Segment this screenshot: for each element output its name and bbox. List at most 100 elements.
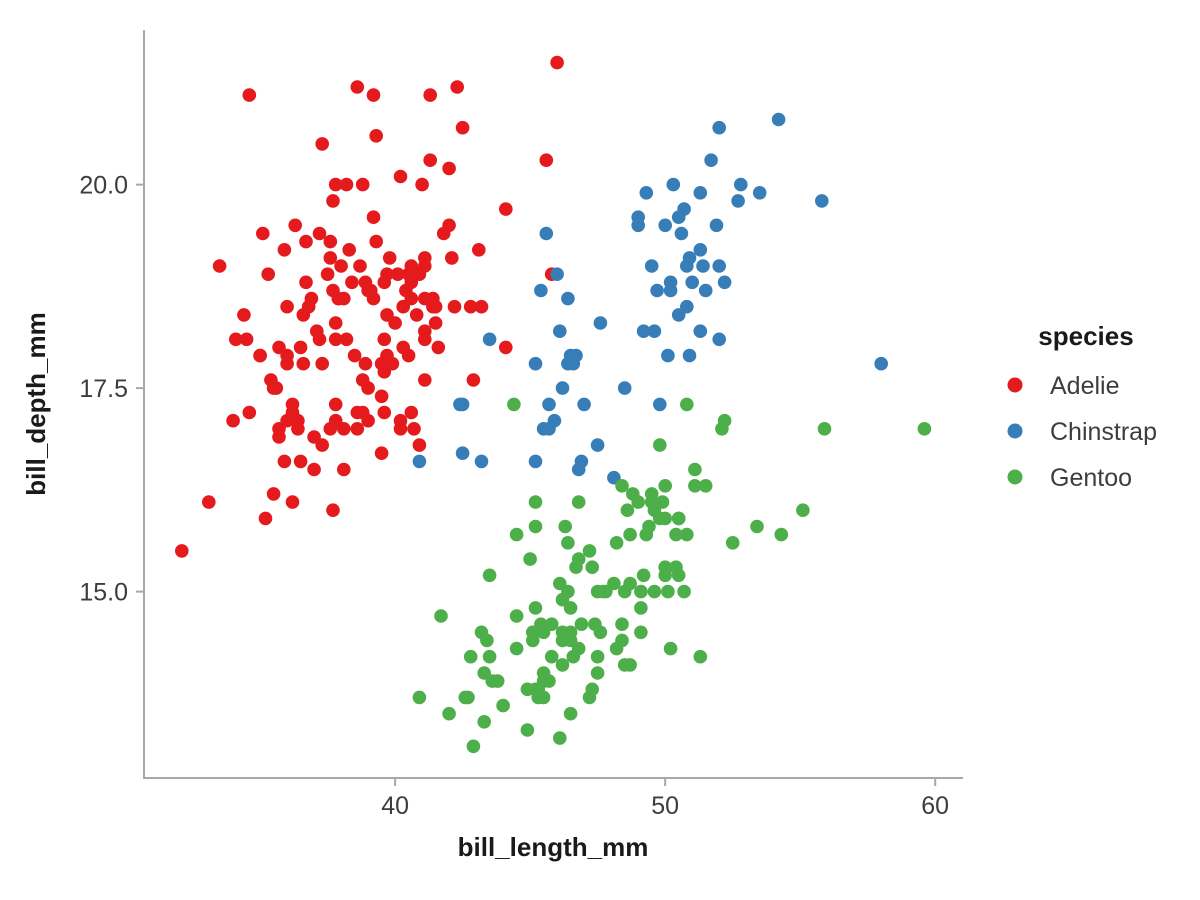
data-point-chinstrap xyxy=(639,186,654,200)
data-point-chinstrap xyxy=(693,186,708,200)
data-point-gentoo xyxy=(477,666,492,680)
data-point-adelie xyxy=(382,251,397,265)
data-point-adelie xyxy=(323,234,338,249)
legend-item-chinstrap: Chinstrap xyxy=(1007,418,1157,446)
data-point-adelie xyxy=(239,332,254,347)
x-tick-label: 60 xyxy=(921,792,949,820)
data-point-adelie xyxy=(229,332,243,347)
data-point-gentoo xyxy=(555,633,570,648)
data-point-chinstrap xyxy=(771,112,786,127)
data-point-gentoo xyxy=(582,544,597,558)
data-point-chinstrap xyxy=(666,177,681,192)
data-point-adelie xyxy=(277,243,292,257)
data-point-adelie xyxy=(447,299,462,314)
data-point-adelie xyxy=(391,267,405,282)
data-point-adelie xyxy=(212,259,227,273)
data-point-chinstrap xyxy=(577,397,591,412)
data-point-chinstrap xyxy=(874,356,888,371)
data-point-adelie xyxy=(310,324,324,339)
data-point-chinstrap xyxy=(553,324,567,339)
data-point-adelie xyxy=(388,316,402,330)
data-point-adelie xyxy=(296,356,311,371)
data-point-adelie xyxy=(337,462,351,477)
data-point-gentoo xyxy=(555,658,570,672)
data-point-gentoo xyxy=(553,731,567,745)
data-point-chinstrap xyxy=(693,324,708,339)
data-point-adelie xyxy=(355,373,370,387)
data-point-gentoo xyxy=(461,690,475,705)
data-point-adelie xyxy=(242,88,257,102)
data-point-adelie xyxy=(293,340,308,355)
data-point-gentoo xyxy=(482,568,497,583)
x-axis-title: bill_length_mm xyxy=(458,832,649,862)
data-point-adelie xyxy=(280,356,294,371)
data-point-gentoo xyxy=(590,649,605,664)
data-point-gentoo xyxy=(653,438,667,452)
data-point-adelie xyxy=(407,422,421,436)
data-point-gentoo xyxy=(490,674,505,688)
data-point-adelie xyxy=(345,275,359,290)
data-point-adelie xyxy=(369,129,384,143)
data-point-adelie xyxy=(374,389,389,404)
data-point-adelie xyxy=(353,259,367,273)
data-point-gentoo xyxy=(544,649,559,664)
data-point-gentoo xyxy=(717,413,732,428)
data-point-gentoo xyxy=(642,519,656,534)
data-point-adelie xyxy=(539,153,554,167)
data-point-gentoo xyxy=(617,584,632,599)
data-point-adelie xyxy=(320,267,335,282)
data-point-chinstrap xyxy=(650,283,664,298)
data-point-adelie xyxy=(328,177,343,192)
data-point-adelie xyxy=(347,348,362,363)
data-point-adelie xyxy=(393,422,408,436)
y-axis-ticks: 15.0 17.5 20.0 xyxy=(79,172,144,607)
data-point-chinstrap xyxy=(550,267,564,282)
data-point-adelie xyxy=(474,299,489,314)
data-point-gentoo xyxy=(796,503,810,517)
data-point-gentoo xyxy=(698,479,713,493)
data-point-gentoo xyxy=(655,495,670,509)
data-point-adelie xyxy=(418,373,432,387)
data-point-gentoo xyxy=(671,511,686,526)
data-point-gentoo xyxy=(466,739,481,754)
data-point-gentoo xyxy=(507,397,521,412)
legend-key-icon xyxy=(1007,423,1023,439)
data-point-adelie xyxy=(315,356,330,371)
data-point-adelie xyxy=(466,373,481,387)
data-point-chinstrap xyxy=(680,259,694,273)
data-point-adelie xyxy=(404,405,419,420)
data-point-gentoo xyxy=(774,527,789,542)
data-point-gentoo xyxy=(680,397,694,412)
data-point-gentoo xyxy=(647,584,662,599)
data-point-gentoo xyxy=(480,633,494,648)
data-point-adelie xyxy=(385,356,400,371)
data-point-chinstrap xyxy=(534,283,548,298)
data-point-chinstrap xyxy=(685,275,699,290)
data-point-adelie xyxy=(261,267,276,282)
data-point-adelie xyxy=(355,177,370,192)
data-point-gentoo xyxy=(658,479,672,493)
data-point-chinstrap xyxy=(412,454,427,469)
legend-items: Adelie Chinstrap Gentoo xyxy=(1007,372,1157,492)
data-point-adelie xyxy=(237,308,251,322)
data-point-adelie xyxy=(366,88,381,102)
data-point-adelie xyxy=(328,397,343,412)
data-point-adelie xyxy=(258,511,273,526)
data-point-adelie xyxy=(377,405,392,420)
data-point-gentoo xyxy=(658,560,672,574)
data-point-chinstrap xyxy=(717,275,732,290)
y-tick-label: 15.0 xyxy=(79,579,128,607)
data-point-gentoo xyxy=(520,723,535,737)
data-point-gentoo xyxy=(528,601,543,615)
data-point-gentoo xyxy=(609,536,624,550)
data-point-gentoo xyxy=(571,641,586,656)
data-point-gentoo xyxy=(677,584,691,599)
data-point-adelie xyxy=(307,462,321,477)
data-point-adelie xyxy=(366,291,381,306)
data-point-gentoo xyxy=(688,479,702,493)
legend-title: species xyxy=(1038,321,1133,351)
data-point-gentoo xyxy=(623,527,637,542)
data-point-gentoo xyxy=(528,495,543,509)
data-point-gentoo xyxy=(523,552,537,566)
